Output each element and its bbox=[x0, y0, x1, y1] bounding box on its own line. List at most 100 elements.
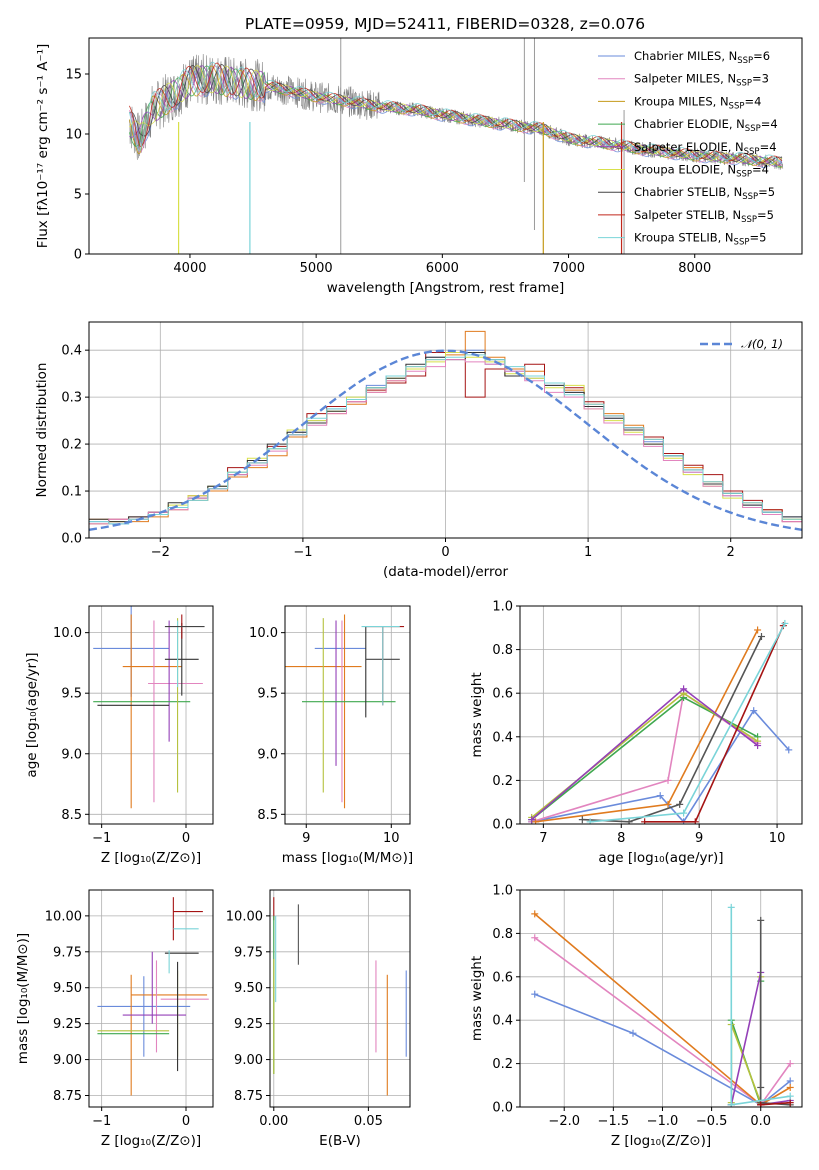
x-tick-label: −2 bbox=[151, 545, 170, 560]
x-tick-label: 9 bbox=[695, 831, 703, 846]
x-tick-label: −1 bbox=[92, 831, 111, 846]
plus-marker bbox=[531, 934, 539, 942]
legend-label: Kroupa MILES, NSSP=4 bbox=[634, 94, 761, 111]
plus-marker bbox=[664, 776, 672, 784]
mass-weight-series bbox=[531, 687, 759, 821]
y-tick-label: 10 bbox=[65, 128, 82, 143]
y-tick-label: 0.2 bbox=[492, 774, 513, 789]
y-axis-label: Flux [fλ10⁻¹⁷ erg cm⁻² s⁻¹ A⁻¹] bbox=[35, 44, 51, 249]
plus-marker bbox=[786, 1077, 794, 1085]
x-axis-label: age [log₁₀(age/yr)] bbox=[598, 850, 723, 866]
y-tick-label: 15 bbox=[65, 68, 82, 83]
plus-marker bbox=[676, 800, 684, 808]
y-tick-label: 0.8 bbox=[492, 643, 513, 658]
plus-marker bbox=[757, 1101, 765, 1107]
residuals-plot-area bbox=[89, 330, 802, 538]
y-axis-label: mass [log₁₀(M/M⊙)] bbox=[15, 933, 31, 1064]
plus-marker bbox=[532, 818, 540, 824]
y-tick-label: 9.0 bbox=[61, 747, 82, 762]
plus-marker bbox=[680, 685, 688, 693]
mass-weight-vs-age-plot-area bbox=[528, 619, 793, 824]
x-tick-label: −1.0 bbox=[647, 1114, 679, 1129]
spectrum-axes-frame bbox=[88, 37, 803, 255]
mass-vs-ebv-axes-frame bbox=[269, 889, 411, 1108]
y-axis-label: Normed distribution bbox=[34, 363, 50, 498]
x-tick-label: −0.5 bbox=[696, 1114, 728, 1129]
plus-marker bbox=[786, 1099, 794, 1107]
y-tick-label: 9.25 bbox=[53, 1017, 82, 1032]
model-spectrum bbox=[129, 61, 783, 165]
legend-label: Chabrier STELIB, NSSP=5 bbox=[634, 185, 775, 202]
x-tick-label: 6000 bbox=[426, 261, 459, 276]
y-tick-label: 9.5 bbox=[257, 687, 278, 702]
mass-vs-Z-panel: −1 0 8.75 9.00 9.25 9.50 9.75 10.00 Z [log₁₀(Z/Z… bbox=[15, 889, 214, 1149]
x-tick-label: 4000 bbox=[173, 261, 206, 276]
plus-marker bbox=[754, 742, 762, 750]
y-tick-label: 10.0 bbox=[53, 626, 82, 641]
mass-weight-series bbox=[535, 629, 759, 823]
y-tick-label: 8.5 bbox=[61, 808, 82, 823]
y-tick-label: 9.25 bbox=[234, 1017, 263, 1032]
plus-marker bbox=[785, 746, 793, 754]
mass-vs-Z-plot-area bbox=[97, 897, 209, 1096]
plus-marker bbox=[754, 626, 762, 634]
x-axis-label: Z [log₁₀(Z/Z⊙)] bbox=[101, 1133, 201, 1149]
mass-vs-ebv-plot-area bbox=[273, 897, 407, 1096]
y-tick-label: 0.4 bbox=[61, 344, 82, 359]
plus-marker bbox=[727, 1101, 735, 1107]
legend-label: Salpeter STELIB, NSSP=5 bbox=[634, 208, 774, 225]
plus-marker bbox=[757, 633, 765, 641]
mass-weight-series bbox=[590, 623, 786, 823]
legend-label: Salpeter MILES, NSSP=3 bbox=[634, 72, 769, 89]
x-tick-label: −1 bbox=[92, 1114, 111, 1129]
plus-marker bbox=[781, 619, 789, 627]
y-tick-label: 9.75 bbox=[53, 945, 82, 960]
model-spectrum bbox=[129, 65, 783, 167]
mass-weight-series bbox=[531, 691, 759, 823]
residuals-panel: 𝒩(0, 1) −2 −1 0 1 2 0.0 0.1 0.2 0.3 0.4 (data-model… bbox=[34, 321, 803, 580]
y-tick-label: 9.50 bbox=[53, 981, 82, 996]
x-tick-label: −2.0 bbox=[548, 1114, 580, 1129]
legend-label: 𝒩(0, 1) bbox=[741, 337, 783, 351]
x-axis-label: wavelength [Angstrom, rest frame] bbox=[327, 280, 565, 296]
y-tick-label: 10.00 bbox=[45, 909, 82, 924]
plus-marker bbox=[757, 916, 765, 924]
age-vs-Z-plot-area bbox=[93, 606, 205, 809]
y-tick-label: 0.0 bbox=[492, 818, 513, 833]
x-tick-label: 0 bbox=[441, 545, 449, 560]
mass-vs-Z-axes-frame bbox=[88, 889, 214, 1108]
y-tick-label: 1.0 bbox=[492, 600, 513, 615]
age-vs-mass-panel: 9 10 8.5 9.0 9.5 10.0 mass [log₁₀(M/M⊙)] bbox=[249, 605, 413, 866]
spectrum-panel: Chabrier MILES, NSSP=6 Salpeter MILES, NS… bbox=[35, 37, 803, 296]
y-tick-label: 9.00 bbox=[53, 1053, 82, 1068]
legend-label: Kroupa ELODIE, NSSP=4 bbox=[634, 163, 769, 180]
legend-label: Kroupa STELIB, NSSP=5 bbox=[634, 231, 766, 248]
mass-weight-series bbox=[582, 636, 763, 823]
mass-vs-ebv-panel: 0.00 0.05 8.75 9.00 9.25 9.50 9.75 10.00 E(B-V) bbox=[226, 889, 411, 1149]
y-tick-label: 9.75 bbox=[234, 945, 263, 960]
x-tick-label: 0 bbox=[182, 831, 190, 846]
plus-marker bbox=[641, 818, 649, 824]
plus-marker bbox=[586, 818, 594, 824]
x-tick-label: −1.5 bbox=[598, 1114, 630, 1129]
y-tick-label: 9.50 bbox=[234, 981, 263, 996]
mass-weight-vs-Z-plot-area bbox=[531, 903, 794, 1107]
plus-marker bbox=[786, 1083, 794, 1091]
model-spectrum bbox=[129, 65, 783, 169]
x-tick-label: −1 bbox=[293, 545, 312, 560]
plus-marker bbox=[578, 816, 586, 824]
y-axis-label: age [log₁₀(age/yr)] bbox=[24, 652, 40, 777]
y-tick-label: 0.3 bbox=[61, 391, 82, 406]
plus-marker bbox=[528, 816, 536, 824]
y-tick-label: 1.0 bbox=[492, 884, 513, 899]
plus-marker bbox=[757, 1083, 765, 1091]
age-vs-Z-panel: −1 0 8.5 9.0 9.5 10.0 Z [log₁₀(Z/Z⊙)] age [log₁… bbox=[24, 605, 214, 866]
spectrum-legend: Chabrier MILES, NSSP=6 Salpeter MILES, NS… bbox=[598, 49, 778, 248]
plus-marker bbox=[625, 818, 633, 824]
figure-title: PLATE=0959, MJD=52411, FIBERID=0328, z=0… bbox=[245, 15, 645, 33]
x-axis-label: Z [log₁₀(Z/Z⊙)] bbox=[101, 850, 201, 866]
legend-label: Chabrier ELODIE, NSSP=4 bbox=[634, 117, 778, 134]
x-tick-label: 10 bbox=[383, 831, 400, 846]
x-tick-label: 8000 bbox=[678, 261, 711, 276]
y-tick-label: 9.0 bbox=[257, 747, 278, 762]
